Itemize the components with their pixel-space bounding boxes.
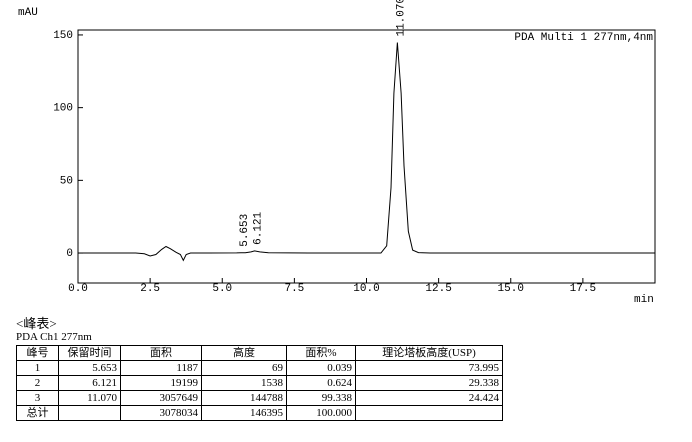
x-tick-label: 17.5 (570, 283, 596, 295)
table-caption: <峰表> (16, 316, 57, 331)
table-cell: 73.995 (355, 360, 503, 376)
x-tick-label: 10.0 (353, 283, 379, 295)
chromatogram-line (78, 42, 655, 262)
table-cell (355, 405, 503, 421)
y-tick-label: 150 (53, 30, 73, 42)
table-cell: 3078034 (120, 405, 202, 421)
table-header: 峰号 保留时间 面积 高度 面积% 理论塔板高度(USP) (16, 345, 503, 361)
table-cell: 6.121 (58, 375, 121, 391)
legend-text: PDA Multi 1 277nm,4nm (514, 32, 653, 44)
table-cell: 峰号 (16, 345, 59, 361)
table-cell: 29.338 (355, 375, 503, 391)
table-cell: 5.653 (58, 360, 121, 376)
x-tick-label: 15.0 (498, 283, 524, 295)
x-tick-label: 5.0 (212, 283, 232, 295)
peak-label: 6.121 (252, 211, 264, 244)
table-cell (58, 405, 121, 421)
table-cell: 1 (16, 360, 59, 376)
table-cell: 2 (16, 375, 59, 391)
table-row: 2 6.121 19199 1538 0.624 29.338 (16, 375, 503, 391)
x-tick-label: 12.5 (425, 283, 451, 295)
table-row: 1 5.653 1187 69 0.039 73.995 (16, 360, 503, 376)
table-cell: 0.624 (286, 375, 356, 391)
table-cell: 0.039 (286, 360, 356, 376)
table-cell: 高度 (201, 345, 287, 361)
table-cell: 99.338 (286, 390, 356, 406)
peak-label: 5.653 (239, 214, 251, 247)
table-cell: 1187 (120, 360, 202, 376)
table-cell: 100.000 (286, 405, 356, 421)
y-tick-label: 50 (60, 175, 73, 187)
table-cell: 保留时间 (58, 345, 121, 361)
table-cell: 面积% (286, 345, 356, 361)
table-cell: 面积 (120, 345, 202, 361)
x-tick-label: 0.0 (68, 283, 88, 295)
table-cell: 1538 (201, 375, 287, 391)
table-cell: 144788 (201, 390, 287, 406)
peak-label: 11.070 (395, 0, 407, 37)
y-tick-label: 0 (66, 248, 73, 260)
x-axis-label: min (634, 294, 654, 306)
table-cell: 146395 (201, 405, 287, 421)
x-tick-label: 2.5 (140, 283, 160, 295)
y-tick-label: 100 (53, 103, 73, 115)
table-cell: 11.070 (58, 390, 121, 406)
table-row: 总计 3078034 146395 100.000 (16, 405, 503, 421)
chart: mAU min PDA Multi 1 277nm,4nm 0.0 2.5 5.0 7… (18, 0, 656, 306)
table-cell: 19199 (120, 375, 202, 391)
x-tick-label: 7.5 (284, 283, 304, 295)
table-subtitle: PDA Ch1 277nm (16, 331, 92, 343)
table-cell: 69 (201, 360, 287, 376)
peak-table: 峰号 保留时间 面积 高度 面积% 理论塔板高度(USP) 1 5.653 1187 69 0.03… (16, 345, 503, 421)
table-cell: 3057649 (120, 390, 202, 406)
table-cell: 3 (16, 390, 59, 406)
table-cell: 24.424 (355, 390, 503, 406)
table-cell: 总计 (16, 405, 59, 421)
y-axis-label: mAU (18, 7, 38, 19)
plot-frame (77, 29, 656, 284)
table-cell: 理论塔板高度(USP) (355, 345, 503, 361)
table-row: 3 11.070 3057649 144788 99.338 24.424 (16, 390, 503, 406)
